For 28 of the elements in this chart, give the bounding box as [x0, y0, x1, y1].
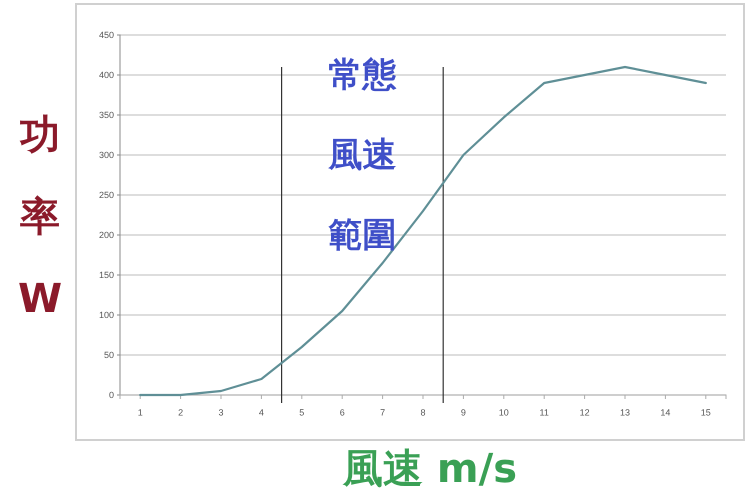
y-tick-label: 50 [104, 350, 114, 360]
x-tick-label: 9 [460, 407, 466, 418]
x-tick-label: 8 [420, 407, 426, 418]
x-tick-label: 1 [138, 407, 143, 418]
y-tick-label: 300 [98, 150, 114, 160]
x-tick-label: 14 [660, 407, 670, 418]
x-axis-title: 風速 m/s [342, 446, 518, 490]
y-tick-label: 200 [98, 230, 114, 240]
y-axis-title: 功率W [18, 112, 62, 322]
x-tick-label: 6 [340, 407, 345, 418]
x-tick-label: 13 [620, 407, 630, 418]
y-tick-label: 250 [98, 190, 114, 200]
x-tick-label: 4 [258, 407, 264, 418]
x-tick-label: 15 [700, 407, 711, 418]
x-tick-label: 5 [299, 407, 304, 418]
y-tick-label: 350 [98, 110, 114, 120]
x-tick-label: 10 [498, 407, 509, 418]
y-tick-label: 400 [98, 70, 114, 80]
y-tick-label: 150 [98, 270, 114, 280]
y-tick-label: 100 [98, 310, 114, 320]
x-tick-label: 12 [580, 407, 590, 418]
y-tick-label: 450 [98, 30, 114, 40]
x-tick-label: 3 [218, 407, 224, 418]
y-tick-label: 0 [108, 390, 114, 400]
annotation: 常態風速範圍 [327, 55, 396, 255]
x-tick-label: 7 [380, 407, 386, 418]
x-tick-label: 11 [540, 407, 549, 418]
x-tick-label: 2 [178, 407, 184, 418]
